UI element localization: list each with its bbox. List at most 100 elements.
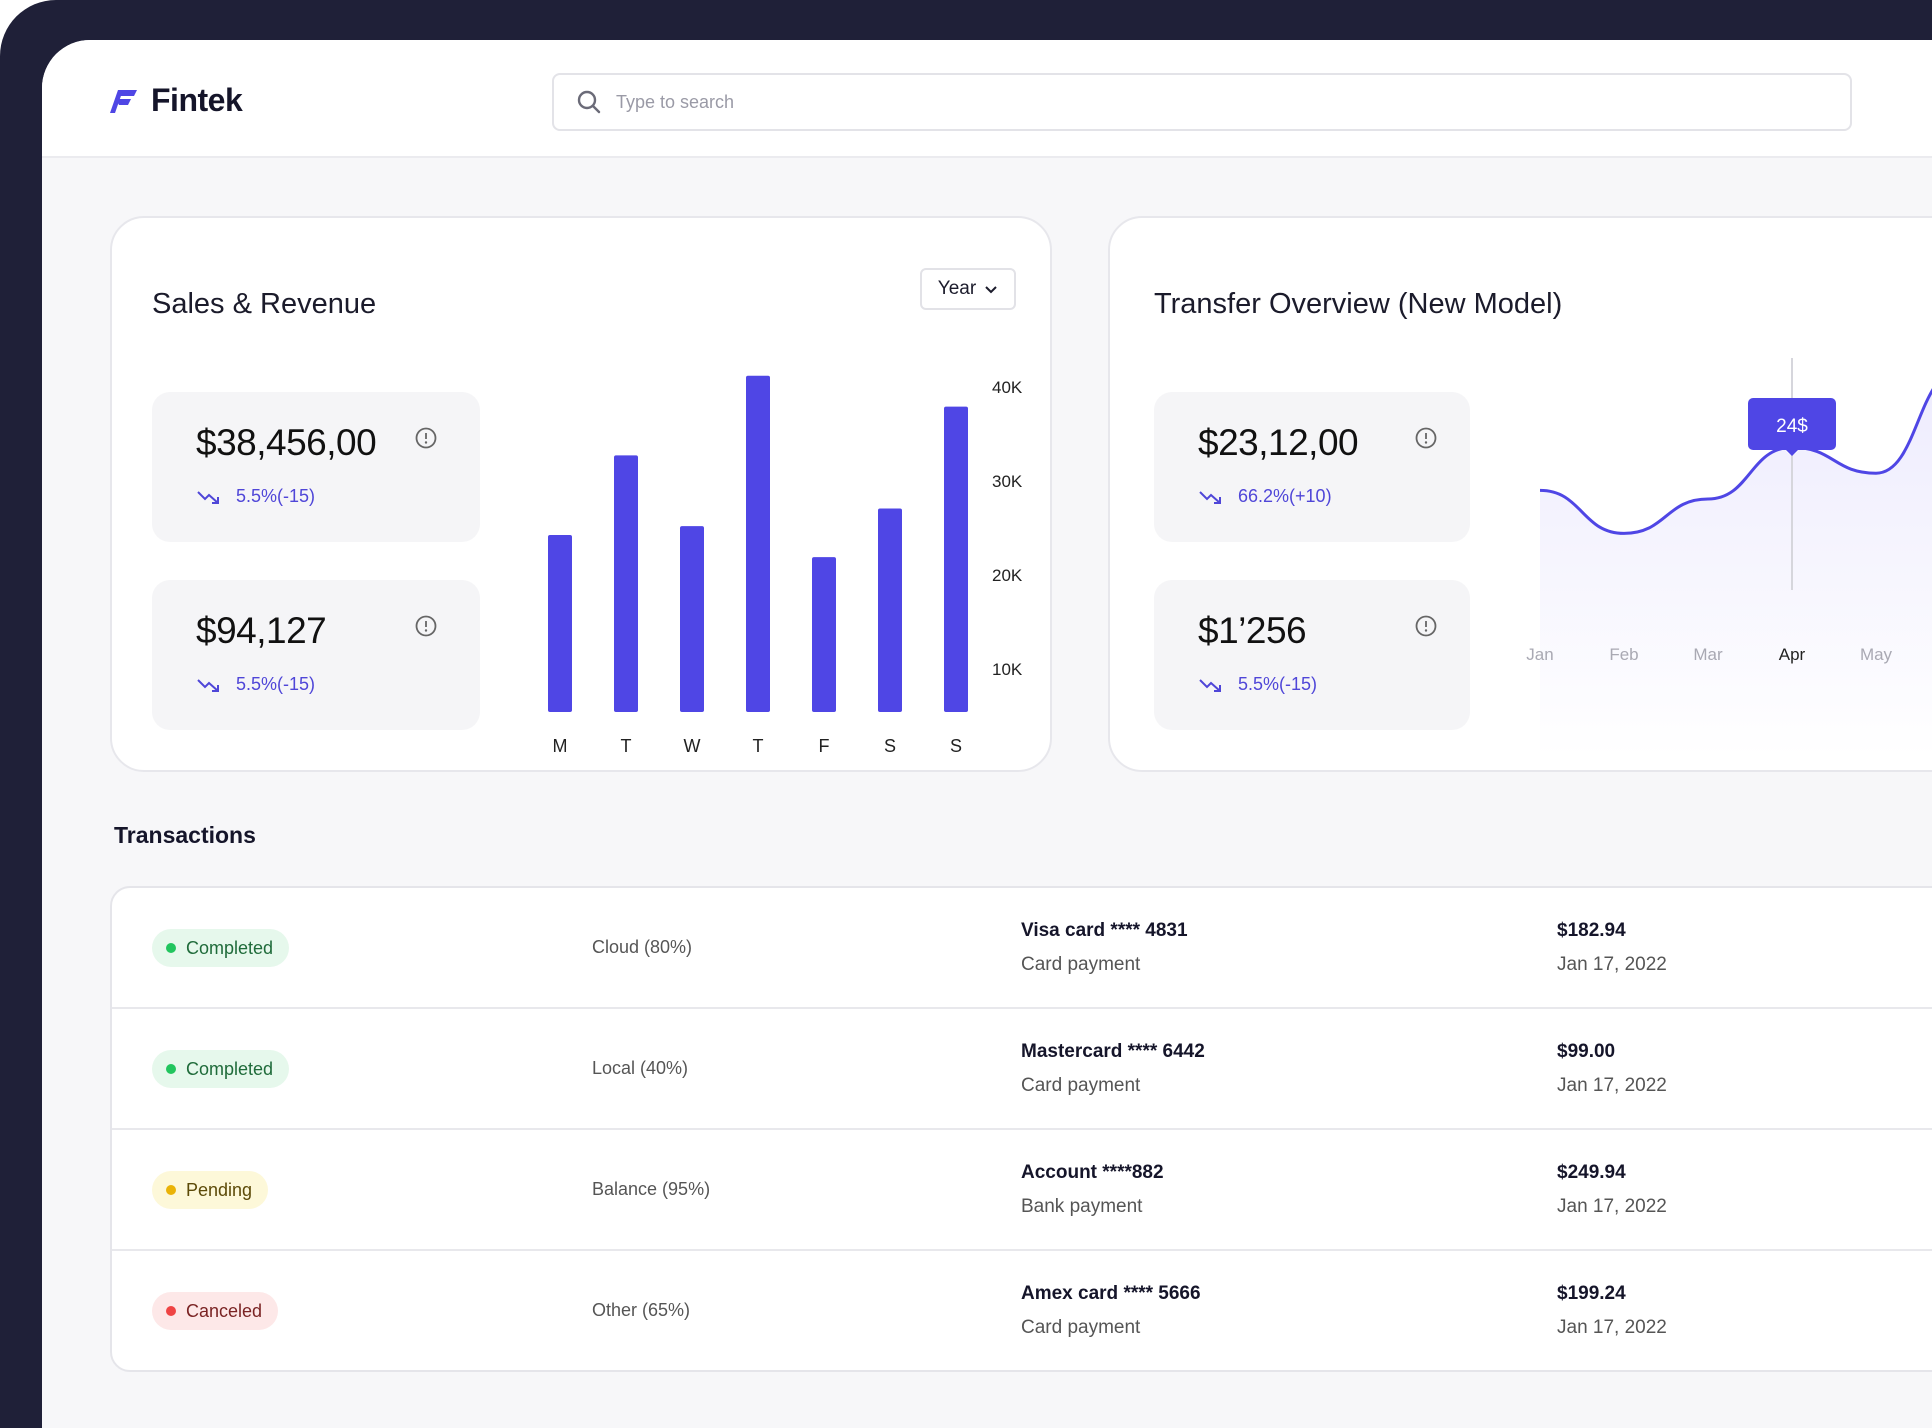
status-badge: Completed (152, 1050, 290, 1088)
transactions-title: Transactions (114, 822, 256, 848)
transaction-date: Jan 17, 2022 (1557, 1196, 1667, 1217)
chevron-down-icon (985, 286, 997, 294)
y-tick-label: 10K (992, 660, 1023, 679)
amount: $182.94 Jan 17, 2022 (1557, 920, 1667, 976)
y-tick-label: 30K (992, 472, 1023, 491)
stat-card: $38,456,00 5.5%(-15) (152, 392, 480, 542)
top-bar: Fintek (42, 40, 1932, 158)
x-tick-label: W (684, 736, 701, 756)
bar-0[interactable] (548, 535, 572, 712)
amount-value: $182.94 (1557, 920, 1626, 941)
x-tick-label: S (884, 736, 896, 756)
x-tick-label: M (553, 736, 568, 756)
stat-card: $23,12,00 66.2%(+10) (1154, 392, 1470, 542)
bar-1[interactable] (614, 455, 638, 712)
status-label: Pending (186, 1179, 253, 1200)
payment-method: Account ****882 Bank payment (1021, 1162, 1164, 1218)
app-logo[interactable]: Fintek (109, 82, 243, 119)
amount: $199.24 Jan 17, 2022 (1557, 1283, 1667, 1339)
stat-card: $94,127 5.5%(-15) (152, 580, 480, 730)
stat-value: $1’256 (1198, 610, 1307, 651)
amount-value: $99.00 (1557, 1041, 1616, 1062)
info-icon[interactable] (1414, 614, 1438, 638)
stat-value: $94,127 (196, 610, 327, 651)
status-dot (166, 1185, 176, 1195)
period-dropdown[interactable]: Year (920, 268, 1016, 310)
x-tick-label: Jan (1526, 645, 1553, 664)
y-tick-label: 20K (992, 566, 1023, 585)
transaction-date: Jan 17, 2022 (1557, 1075, 1667, 1096)
transactions-table: Completed Cloud (80%) Visa card **** 483… (110, 886, 1932, 1372)
x-tick-label: S (950, 736, 962, 756)
app-name: Fintek (151, 82, 243, 118)
table-row[interactable]: Canceled Other (65%) Amex card **** 5666… (112, 1251, 1932, 1370)
category: Other (65%) (592, 1300, 691, 1320)
table-row[interactable]: Completed Local (40%) Mastercard **** 64… (112, 1009, 1932, 1130)
tooltip-box (1748, 398, 1836, 450)
x-tick-label: May (1860, 645, 1893, 664)
status-dot (166, 1064, 176, 1074)
bar-2[interactable] (680, 526, 704, 712)
payment-method: Visa card **** 4831 Card payment (1021, 920, 1188, 976)
search-bar (552, 73, 1852, 131)
x-tick-label: Apr (1779, 645, 1806, 664)
amount: $249.94 Jan 17, 2022 (1557, 1162, 1667, 1218)
status-dot (166, 943, 176, 953)
x-tick-label: F (819, 736, 830, 756)
method-type: Card payment (1021, 954, 1141, 975)
method-name: Amex card **** 5666 (1021, 1283, 1201, 1304)
bar-3[interactable] (746, 375, 770, 712)
stat-card: $1’256 5.5%(-15) (1154, 580, 1470, 730)
stat-change: 5.5%(-15) (236, 674, 316, 694)
info-icon[interactable] (1414, 426, 1438, 450)
payment-method: Mastercard **** 6442 Card payment (1021, 1041, 1205, 1097)
method-type: Bank payment (1021, 1196, 1143, 1217)
category: Local (40%) (592, 1058, 689, 1078)
transfer-overview-card: Transfer Overview (New Model) $23,12,00 … (1108, 216, 1932, 772)
status-label: Canceled (186, 1300, 263, 1321)
bar-4[interactable] (812, 557, 836, 712)
x-tick-label: Feb (1609, 645, 1638, 664)
bar-6[interactable] (944, 406, 968, 712)
bar-5[interactable] (878, 508, 902, 712)
stat-trend: 5.5%(-15) (196, 486, 315, 507)
category: Balance (95%) (592, 1179, 711, 1199)
fintek-logo-icon (110, 89, 137, 113)
trend-down-icon (197, 490, 219, 504)
payment-method: Amex card **** 5666 Card payment (1021, 1283, 1201, 1339)
info-icon[interactable] (414, 426, 438, 450)
sales-bar-chart: M T W T F S S 40K 30K 20K 10K (548, 375, 1023, 756)
sales-revenue-card: Sales & Revenue Year $38,456,00 5.5%(-15… (110, 216, 1052, 772)
app-screen: Fintek Sales & Revenue Year $38,456,00 (42, 40, 1932, 1428)
stat-trend: 5.5%(-15) (1198, 674, 1317, 695)
transaction-date: Jan 17, 2022 (1557, 954, 1667, 975)
stat-value: $38,456,00 (196, 422, 377, 463)
series-line (1539, 388, 1932, 535)
method-type: Card payment (1021, 1317, 1141, 1338)
tooltip-pointer (1786, 450, 1798, 456)
info-icon[interactable] (414, 614, 438, 638)
tooltip-label: 24$ (1776, 416, 1808, 437)
status-dot (166, 1306, 176, 1316)
area-fill (1540, 391, 1932, 758)
search-icon (577, 90, 601, 114)
status-badge: Canceled (152, 1292, 279, 1330)
card-title: Sales & Revenue (152, 288, 377, 320)
stat-change: 66.2%(+10) (1238, 486, 1332, 506)
amount-value: $249.94 (1557, 1162, 1626, 1183)
x-tick-label: Mar (1693, 645, 1723, 664)
stat-value: $23,12,00 (1198, 422, 1359, 463)
method-name: Account ****882 (1021, 1162, 1164, 1183)
search-input[interactable] (616, 91, 1516, 113)
status-label: Completed (186, 1058, 274, 1079)
transfer-line-chart: 24$JanFebMarAprMayJun (1526, 358, 1932, 758)
amount: $99.00 Jan 17, 2022 (1557, 1041, 1667, 1097)
amount-value: $199.24 (1557, 1283, 1626, 1304)
status-label: Completed (186, 937, 274, 958)
stat-trend: 5.5%(-15) (196, 674, 315, 695)
x-tick-label: T (753, 736, 764, 756)
method-type: Card payment (1021, 1075, 1141, 1096)
status-badge: Pending (152, 1171, 269, 1209)
table-row[interactable]: Pending Balance (95%) Account ****882 Ba… (112, 1130, 1932, 1251)
table-row[interactable]: Completed Cloud (80%) Visa card **** 483… (112, 888, 1932, 1009)
